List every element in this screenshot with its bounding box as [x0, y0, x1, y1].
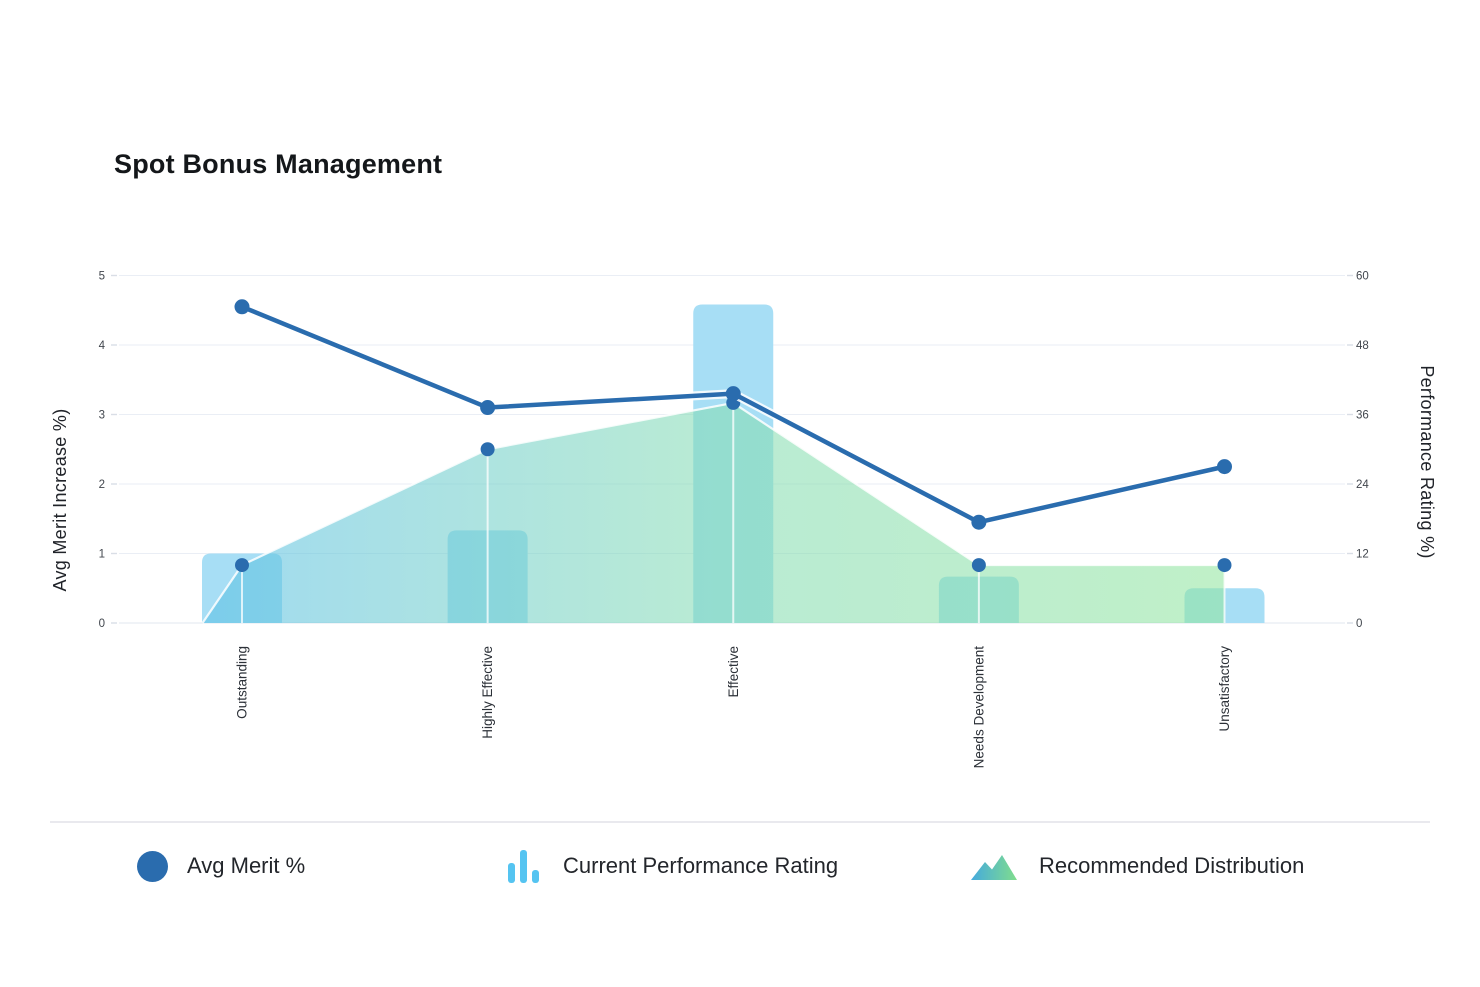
right-axis-title: Performance Rating %) — [1417, 365, 1437, 558]
legend-label: Recommended Distribution — [1039, 853, 1305, 878]
right-axis-tick-label: 48 — [1356, 340, 1369, 352]
line-point-unsatisfactory[interactable] — [1217, 459, 1232, 475]
chart-title: Spot Bonus Management — [114, 149, 443, 179]
legend-item-avg-merit[interactable]: Avg Merit % — [137, 843, 305, 889]
line-point-outstanding[interactable] — [234, 299, 250, 315]
x-axis-labels: Outstanding Highly Effective Effective Need… — [235, 646, 1233, 769]
left-axis-tick-label: 4 — [99, 340, 106, 352]
left-axis-tick-label: 0 — [99, 618, 105, 630]
x-axis-label-needs-development: Needs Development — [971, 646, 986, 769]
line-point-needs-development[interactable] — [971, 514, 987, 530]
legend-label: Current Performance Rating — [563, 853, 839, 878]
area-point-needs-development[interactable] — [971, 558, 986, 573]
x-axis-label-unsatisfactory: Unsatisfactory — [1217, 646, 1232, 732]
x-axis-label-highly-effective: Highly Effective — [480, 646, 495, 739]
legend-divider — [50, 821, 1430, 823]
left-axis-tick-label: 1 — [99, 549, 105, 561]
right-axis-tick-label: 36 — [1356, 410, 1369, 422]
right-axis-tick-label: 24 — [1356, 479, 1369, 491]
x-axis-label-effective: Effective — [726, 646, 741, 698]
line-point-highly-effective[interactable] — [480, 400, 496, 416]
area-point-outstanding[interactable] — [235, 558, 249, 573]
combo-chart: Outstanding Highly Effective Effective Need… — [50, 271, 1437, 769]
right-axis-tick-label: 12 — [1356, 549, 1369, 561]
right-axis-tick-label: 60 — [1356, 271, 1369, 283]
left-axis-tick-label: 3 — [99, 410, 105, 422]
mountain-area-icon — [971, 852, 1017, 880]
area-top-edge — [201, 401, 1225, 624]
axis-ticks — [111, 274, 1353, 624]
recommended-distribution-area[interactable] — [202, 402, 1225, 623]
legend-label: Avg Merit % — [187, 853, 306, 878]
area-series — [201, 395, 1232, 624]
right-axis-tick-labels: 0 12 24 36 48 60 — [1356, 271, 1369, 631]
area-point-unsatisfactory[interactable] — [1217, 558, 1232, 573]
right-axis-tick-label: 0 — [1356, 618, 1362, 630]
legend-item-performance-rating[interactable]: Current Performance Rating — [508, 843, 838, 889]
left-axis-title: Avg Merit Increase %) — [50, 408, 70, 591]
x-axis-label-outstanding: Outstanding — [235, 646, 250, 719]
line-point-effective[interactable] — [725, 386, 741, 402]
left-axis-tick-label: 5 — [99, 271, 105, 283]
left-axis-tick-labels: 0 1 2 3 4 5 — [99, 271, 106, 631]
bar-chart-icon — [508, 849, 539, 883]
legend-item-recommended-distribution[interactable]: Recommended Distribution — [971, 843, 1304, 889]
area-point-highly-effective[interactable] — [480, 442, 495, 457]
left-axis-tick-label: 2 — [99, 479, 105, 491]
line-series — [234, 299, 1232, 530]
circle-swatch-icon — [137, 850, 168, 882]
